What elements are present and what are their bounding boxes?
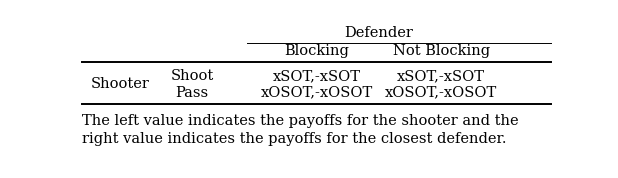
Text: xOSOT,-xOSOT: xOSOT,-xOSOT — [385, 86, 497, 100]
Text: xSOT,-xSOT: xSOT,-xSOT — [397, 69, 485, 83]
Text: xSOT,-xSOT: xSOT,-xSOT — [273, 69, 361, 83]
Text: The left value indicates the payoffs for the shooter and the: The left value indicates the payoffs for… — [82, 114, 519, 128]
Text: xOSOT,-xOSOT: xOSOT,-xOSOT — [261, 86, 373, 100]
Text: Defender: Defender — [345, 26, 413, 40]
Text: Shooter: Shooter — [91, 77, 150, 91]
Text: Shoot: Shoot — [171, 69, 214, 83]
Text: Blocking: Blocking — [284, 44, 349, 58]
Text: Not Blocking: Not Blocking — [392, 44, 490, 58]
Text: right value indicates the payoffs for the closest defender.: right value indicates the payoffs for th… — [82, 132, 507, 146]
Text: Pass: Pass — [176, 86, 209, 100]
